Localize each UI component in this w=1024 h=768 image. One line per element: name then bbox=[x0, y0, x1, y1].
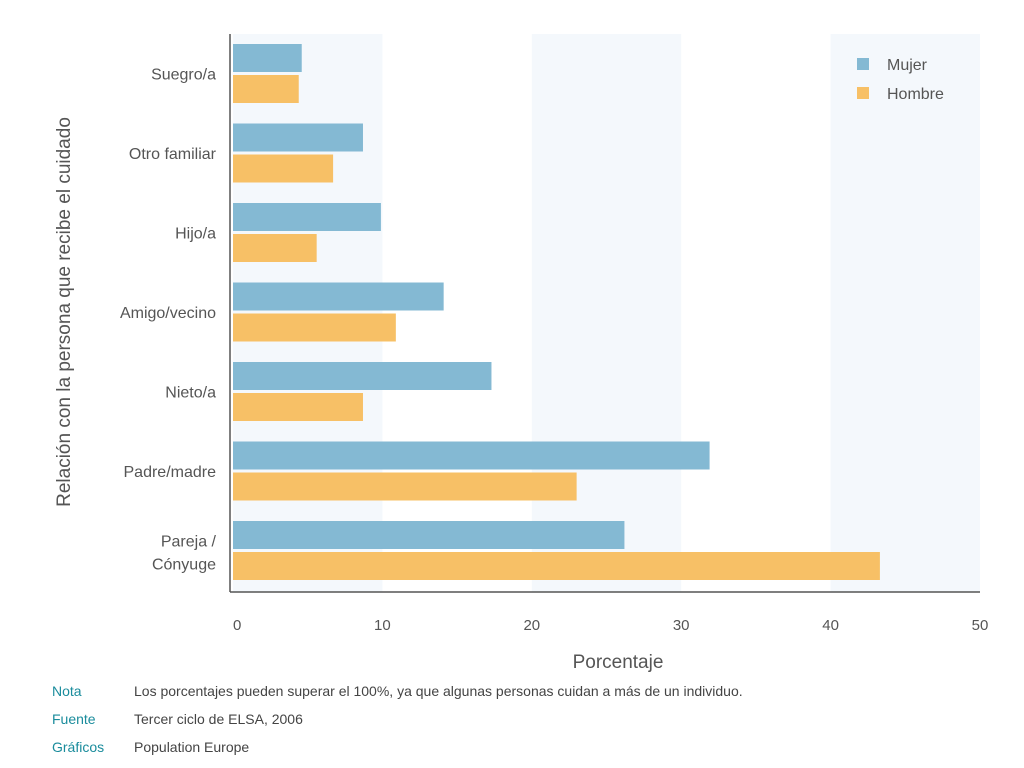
bars bbox=[233, 44, 880, 580]
background-band bbox=[531, 34, 682, 592]
category-label: Pareja / Cónyuge bbox=[152, 534, 217, 574]
source-key: Fuente bbox=[52, 711, 96, 727]
x-tick-label: 30 bbox=[673, 617, 690, 634]
bar-hombre-1 bbox=[233, 154, 334, 183]
bar-mujer-5 bbox=[233, 441, 710, 470]
x-tick-labels: 0 10 20 30 40 50 bbox=[233, 617, 988, 634]
bar-mujer-1 bbox=[233, 123, 363, 152]
background-band bbox=[233, 34, 383, 592]
category-label: Nieto/a bbox=[165, 385, 216, 402]
bar-mujer-4 bbox=[233, 362, 492, 390]
graphics-row: Gráficos Population Europe bbox=[52, 738, 249, 756]
x-tick-label: 50 bbox=[972, 617, 989, 634]
x-tick-label: 20 bbox=[523, 617, 540, 634]
y-axis-title: Relación con la persona que recibe el cu… bbox=[54, 117, 75, 507]
x-axis-title: Porcentaje bbox=[573, 652, 664, 673]
graphics-key: Gráficos bbox=[52, 739, 105, 755]
bar-hombre-0 bbox=[233, 75, 299, 103]
x-tick-label: 0 bbox=[233, 617, 241, 634]
source-text: Tercer ciclo de ELSA, 2006 bbox=[134, 711, 303, 727]
bar-hombre-6 bbox=[233, 552, 880, 580]
legend: Mujer Hombre bbox=[857, 57, 944, 103]
graphics-text: Population Europe bbox=[134, 739, 250, 755]
category-label: Hijo/a bbox=[175, 226, 216, 243]
category-label: Padre/madre bbox=[124, 464, 217, 481]
bar-mujer-3 bbox=[233, 282, 444, 311]
source-row: Fuente Tercer ciclo de ELSA, 2006 bbox=[52, 710, 303, 728]
bar-hombre-5 bbox=[233, 472, 577, 501]
bar-mujer-6 bbox=[233, 521, 625, 549]
category-label: Suegro/a bbox=[151, 67, 216, 84]
background-bands bbox=[233, 34, 980, 592]
legend-label: Mujer bbox=[887, 57, 928, 74]
bar-mujer-2 bbox=[233, 203, 381, 231]
x-tick-label: 10 bbox=[374, 617, 391, 634]
category-label: Amigo/vecino bbox=[120, 305, 216, 322]
bar-hombre-4 bbox=[233, 393, 363, 421]
legend-label: Hombre bbox=[887, 86, 944, 103]
bar-chart: Suegro/a Otro familiar Hijo/a Amigo/vecino N… bbox=[54, 34, 988, 673]
legend-swatch bbox=[857, 87, 869, 99]
note-row: Nota Los porcentajes pueden superar el 1… bbox=[52, 682, 743, 700]
bar-mujer-0 bbox=[233, 44, 302, 72]
note-text: Los porcentajes pueden superar el 100%, … bbox=[134, 683, 743, 699]
category-label: Otro familiar bbox=[129, 146, 217, 163]
background-band bbox=[831, 34, 980, 592]
legend-swatch bbox=[857, 58, 869, 70]
category-labels: Suegro/a Otro familiar Hijo/a Amigo/vecino N… bbox=[120, 67, 217, 574]
note-key: Nota bbox=[52, 683, 82, 699]
bar-hombre-3 bbox=[233, 313, 396, 342]
x-tick-label: 40 bbox=[822, 617, 839, 634]
bar-hombre-2 bbox=[233, 234, 317, 262]
